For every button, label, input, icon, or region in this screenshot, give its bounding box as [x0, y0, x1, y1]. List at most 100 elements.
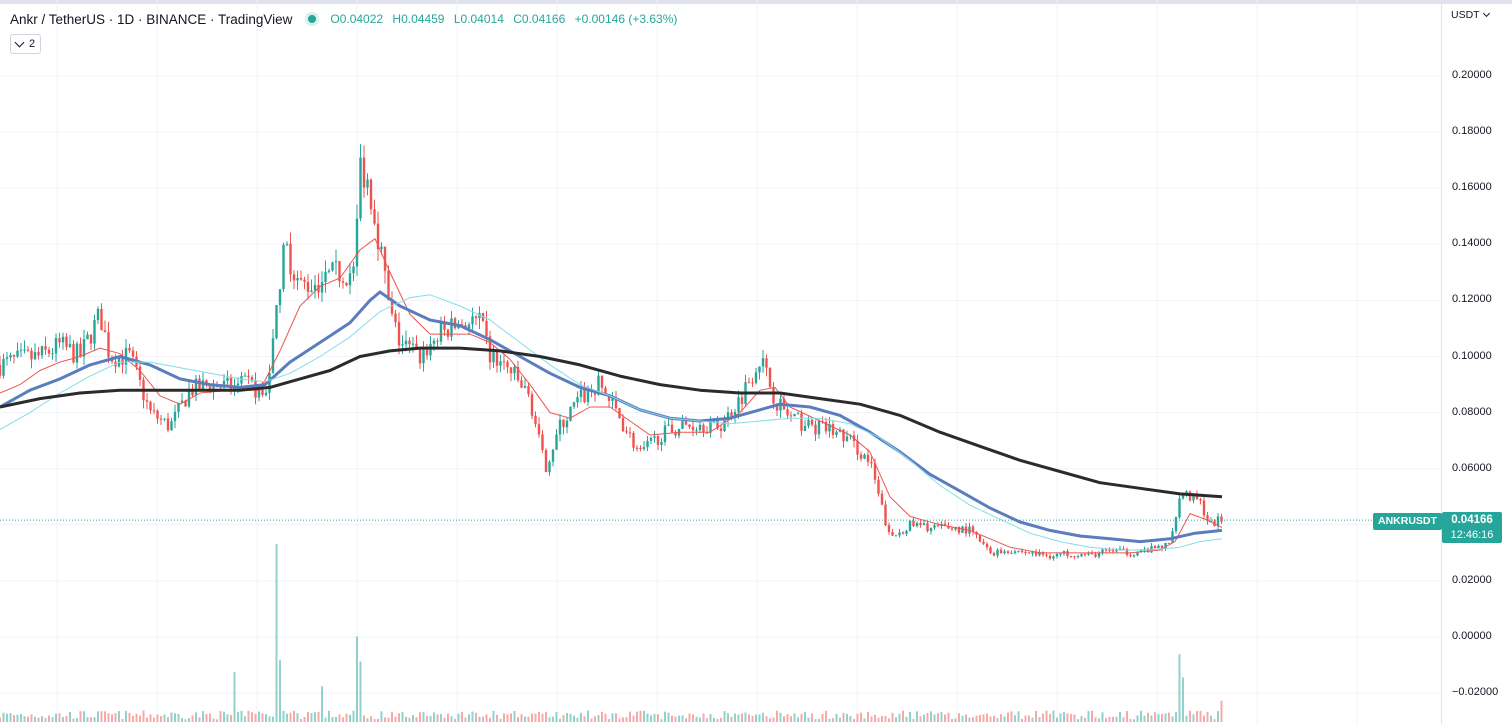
volume-bar: [345, 713, 348, 722]
candle-body: [716, 418, 719, 429]
candle-body: [282, 244, 285, 290]
candle-body: [1150, 546, 1153, 553]
volume-bar: [702, 713, 705, 722]
volume-bar: [363, 715, 365, 722]
volume-bar: [429, 715, 432, 722]
volume-bar: [741, 713, 743, 722]
candle-body: [397, 322, 401, 346]
price-axis-label: 0.06000: [1452, 461, 1492, 474]
volume-bar: [667, 712, 670, 722]
volume-bar: [958, 713, 960, 722]
candle-body: [187, 389, 191, 407]
volume-bar: [608, 719, 610, 722]
price-chart[interactable]: [0, 0, 1441, 724]
volume-bar: [730, 716, 733, 722]
candle-body: [709, 421, 712, 433]
candle-body: [1097, 552, 1101, 557]
volume-bar: [1220, 700, 1223, 722]
volume-bar: [622, 717, 624, 722]
volume-bar: [394, 716, 397, 722]
volume-bar: [1203, 715, 1205, 722]
volume-bar: [594, 716, 596, 722]
volume-bar: [895, 717, 897, 722]
volume-bar: [1077, 719, 1079, 722]
volume-bar: [20, 714, 22, 722]
candle-body: [730, 412, 733, 417]
candle-body: [79, 343, 82, 357]
candle-body: [145, 400, 149, 402]
indicators-toggle-button[interactable]: 2: [10, 34, 42, 54]
volume-bar: [706, 718, 708, 722]
open-value: O0.04022: [330, 12, 384, 26]
volume-bar: [1164, 713, 1167, 722]
candle-body: [810, 419, 814, 425]
candle-body: [842, 429, 845, 442]
candle-body: [1020, 550, 1024, 553]
volume-bar: [139, 715, 141, 722]
volume-bar: [748, 714, 750, 722]
volume-bar: [1000, 714, 1002, 722]
volume-bar: [405, 716, 407, 722]
candle-body: [548, 461, 551, 473]
volume-bar: [359, 661, 362, 722]
symbol-title[interactable]: Ankr / TetherUS · 1D · BINANCE · Trading…: [10, 11, 293, 27]
volume-bar: [1094, 717, 1097, 722]
candle-body: [803, 426, 807, 431]
volume-bar: [734, 713, 736, 722]
volume-bar: [485, 714, 488, 722]
volume-bar: [601, 712, 603, 722]
candle-body: [1048, 555, 1052, 559]
candle-body: [299, 277, 303, 280]
candle-body: [527, 386, 530, 395]
volume-bar: [450, 716, 453, 722]
candle-body: [796, 413, 800, 415]
volume-bar: [636, 711, 638, 722]
candle-body: [922, 523, 926, 526]
candle-body: [1192, 493, 1195, 501]
candle-body: [793, 413, 796, 417]
candle-body: [674, 432, 677, 436]
currency-selector[interactable]: USDT: [1451, 9, 1490, 21]
volume-bar: [342, 717, 344, 722]
candle-body: [285, 243, 289, 245]
volume-bar: [114, 712, 117, 722]
volume-bar: [513, 710, 516, 722]
candle-body: [989, 547, 992, 554]
candle-body: [873, 463, 877, 480]
price-axis[interactable]: [1441, 0, 1512, 724]
volume-bar: [6, 713, 8, 722]
volume-bar: [398, 713, 400, 722]
candle-body: [723, 420, 726, 432]
candle-body: [492, 352, 495, 363]
candle-body: [1139, 549, 1143, 553]
volume-bar: [331, 716, 334, 722]
candle-body: [772, 387, 775, 404]
volume-bar: [1217, 711, 1219, 722]
candle-body: [814, 424, 817, 435]
volume-bar: [979, 714, 981, 722]
volume-bar: [478, 716, 481, 722]
volume-bar: [650, 715, 652, 722]
candle-body: [516, 366, 520, 381]
volume-bar: [237, 711, 239, 722]
volume-bar: [898, 713, 901, 722]
volume-bar: [69, 712, 71, 722]
volume-bar: [531, 713, 533, 722]
volume-bar: [765, 716, 768, 722]
volume-bar: [1213, 719, 1216, 722]
candle-body: [520, 380, 523, 388]
candle-body: [359, 157, 362, 219]
volume-bar: [699, 717, 701, 722]
candle-body: [856, 440, 859, 455]
candle-body: [758, 366, 761, 373]
volume-bar: [527, 716, 530, 722]
candle-body: [698, 424, 702, 431]
candle-body: [912, 520, 915, 527]
volume-bar: [520, 714, 523, 722]
volume-bar: [678, 715, 680, 722]
candle-body: [845, 436, 849, 442]
candle-body: [1206, 515, 1209, 521]
volume-bar: [1175, 712, 1177, 722]
volume-bar: [132, 715, 134, 722]
volume-bar: [772, 717, 775, 722]
